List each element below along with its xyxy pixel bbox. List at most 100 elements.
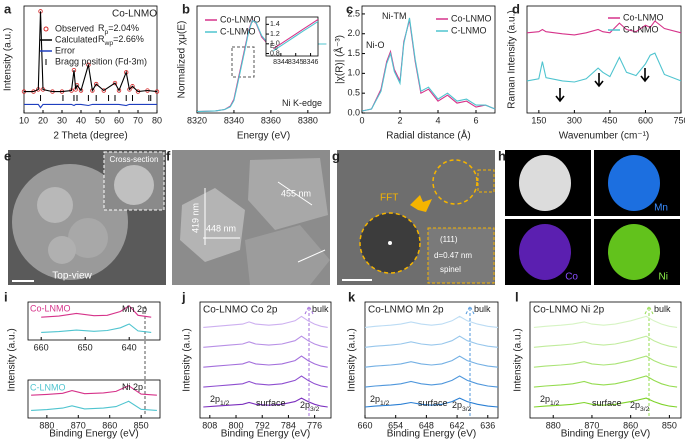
- plot-frame: [27, 379, 161, 419]
- annotation-part: Mn 2p: [122, 304, 147, 314]
- annotation: Rp=2.04%: [98, 23, 139, 36]
- y-axis-label: Raman Intensity (a.u.): [507, 10, 518, 108]
- annotation-part: Ni K-edge: [282, 98, 322, 108]
- x-tick-label: 6: [473, 115, 478, 125]
- x-tick-label: 648: [419, 420, 434, 430]
- fft-label: FFT: [380, 193, 398, 204]
- annotation-part: wp: [104, 40, 114, 47]
- annotation-part: surface: [256, 398, 286, 408]
- series-line: [526, 52, 682, 83]
- series-line: [203, 375, 328, 388]
- series-line: [533, 375, 678, 388]
- annotation: bulk: [654, 304, 671, 314]
- x-tick-label: 30: [57, 115, 67, 125]
- series-line: [273, 20, 319, 52]
- x-tick-label: 300: [567, 115, 582, 125]
- facet: [248, 158, 328, 230]
- annotation-part: surface: [592, 398, 622, 408]
- annotation: 2p1/2: [540, 394, 560, 407]
- data-point: [93, 81, 99, 87]
- particle: [608, 224, 660, 280]
- x-axis-label: Radial distance (Å): [386, 129, 470, 142]
- series-line: [31, 385, 157, 396]
- series-line: [203, 355, 328, 368]
- annotation: surface: [418, 398, 448, 408]
- annotation: 2p3/2: [452, 400, 472, 413]
- y-tick-label: 1.4: [270, 21, 280, 28]
- legend-label: Calculated: [55, 34, 98, 44]
- plot-frame: [196, 5, 331, 114]
- legend-label: C-LNMO: [220, 26, 256, 36]
- x-tick-label: 792: [255, 420, 270, 430]
- series-line: [203, 335, 328, 348]
- chart-title: Co-LNMO: [112, 9, 157, 20]
- series-line: [364, 315, 499, 328]
- x-tick-label: 860: [623, 420, 638, 430]
- series-line: [361, 17, 496, 112]
- annotation-part: Ni 2p: [122, 382, 143, 392]
- x-tick-label: 2: [397, 115, 402, 125]
- x-tick-label: 870: [584, 420, 599, 430]
- x-tick-label: 850: [662, 420, 677, 430]
- annotation-part: bulk: [654, 304, 671, 314]
- annotation-part: 2p: [630, 400, 640, 410]
- arrow: [640, 68, 650, 83]
- x-tick-label: 880: [39, 420, 54, 430]
- x-tick-label: 40: [76, 115, 86, 125]
- x-tick-label: 660: [34, 342, 49, 352]
- caption: Top-view: [52, 271, 92, 282]
- x-tick-label: 640: [122, 342, 137, 352]
- annotation-part: 3/2: [640, 406, 650, 413]
- x-tick-label: 880: [546, 420, 561, 430]
- x-tick-label: 10: [19, 115, 29, 125]
- y-axis-label: Intensity (a.u.): [347, 328, 358, 391]
- legend-label: Observed: [55, 23, 94, 33]
- series-line: [203, 315, 328, 328]
- x-tick-label: 860: [102, 420, 117, 430]
- series-line: [364, 375, 499, 388]
- particle: [519, 155, 571, 211]
- annotation-part: surface: [418, 398, 448, 408]
- y-axis-label: Intensity (a.u.): [7, 328, 18, 391]
- data-point: [101, 88, 106, 93]
- x-tick-label: 8344: [273, 59, 289, 66]
- annotation: Ni-O: [366, 40, 385, 50]
- sem-image-e: Cross-section Top-view: [8, 150, 166, 285]
- map-label: Mn: [654, 203, 668, 214]
- arrow: [594, 73, 604, 88]
- legend-label: Bragg position (Fd-3m): [55, 56, 147, 66]
- hrtem-inset: [427, 227, 495, 284]
- legend-label: Co-LNMO: [220, 14, 261, 24]
- y-tick-label: 2.0: [347, 28, 360, 38]
- x-tick-label: 654: [388, 420, 403, 430]
- annotation-part: 2p: [210, 394, 220, 404]
- y-tick-label: 1.5: [347, 48, 360, 58]
- annotation-part: Ni-TM: [382, 11, 407, 21]
- annotation: bulk: [474, 304, 491, 314]
- annotation: 2p3/2: [630, 400, 650, 413]
- region-box: [477, 169, 495, 193]
- y-tick-label: 0.0: [347, 107, 360, 117]
- facet: [180, 188, 245, 262]
- series-line: [31, 400, 157, 411]
- series-line: [533, 335, 678, 348]
- plot-frame: [23, 5, 158, 114]
- annotation-part: =2.66%: [113, 34, 144, 44]
- y-axis-label: Normalized χμ(E): [177, 21, 188, 99]
- annotation-part: 3/2: [462, 406, 472, 413]
- legend-label: C-LNMO: [30, 382, 66, 392]
- panel-label: f: [166, 148, 171, 163]
- annotation-part: 2p: [370, 394, 380, 404]
- x-tick-label: 8360: [261, 115, 281, 125]
- panel-label: h: [498, 148, 506, 163]
- depth-arrow: [465, 304, 475, 416]
- annotation: surface: [592, 398, 622, 408]
- annotation: E0: [270, 43, 278, 53]
- chart-title: Co-LNMO Ni 2p: [533, 305, 605, 316]
- phase-label: spinel: [440, 265, 461, 274]
- y-tick-label: 0.5: [347, 88, 360, 98]
- annotation-part: 1/2: [550, 400, 560, 407]
- panel-label: l: [515, 289, 519, 304]
- series-line: [41, 323, 152, 333]
